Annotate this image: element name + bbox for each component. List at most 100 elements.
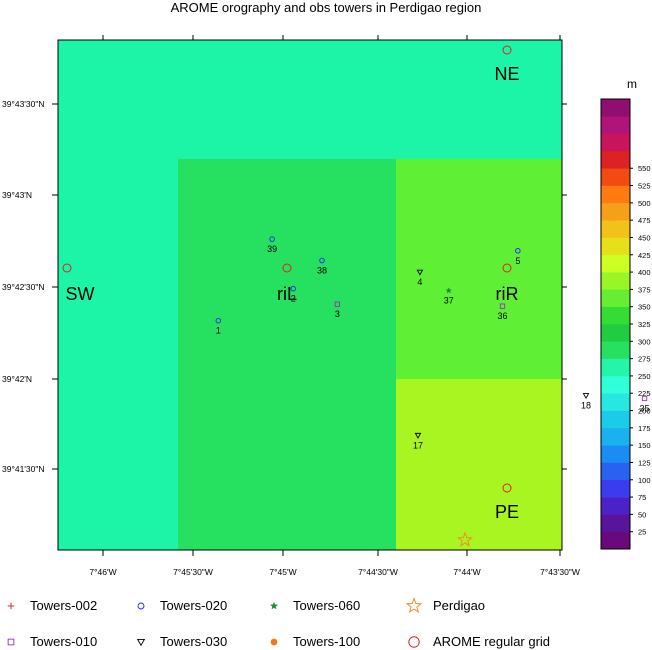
colorbar-segment — [601, 324, 630, 342]
tower-label: 39 — [267, 244, 277, 254]
grid-cell-center-left — [178, 159, 396, 379]
colorbar-segment — [601, 427, 630, 446]
legend-label: Perdigao — [433, 597, 486, 613]
tower-label: 2 — [291, 294, 296, 304]
colorbar-label: 50 — [638, 510, 646, 519]
arome-grid-point — [502, 45, 512, 55]
colorbar-label: 100 — [638, 476, 651, 485]
lat-tick-label: 39°43'30"N — [2, 99, 45, 109]
tower-marker — [445, 287, 453, 294]
lat-tick-label: 39°42'N — [2, 374, 32, 384]
colorbar-label: 25 — [638, 528, 646, 537]
colorbar-segment — [601, 341, 630, 359]
legend-label: Towers-060 — [293, 597, 361, 613]
legend-item-arome-regular-grid: AROME regular grid — [403, 633, 550, 649]
legend-item-towers-100: Towers-100 — [263, 633, 360, 649]
colorbar-label: 525 — [638, 182, 651, 191]
lat-tick-label: 39°42'30"N — [2, 282, 45, 292]
grid-cell-bottom-right — [396, 379, 562, 550]
legend-symbol-dot — [270, 638, 278, 646]
tower-label: 38 — [317, 266, 327, 276]
tower-marker — [290, 285, 296, 292]
grid-cell-center-right — [396, 159, 562, 379]
tower-marker — [319, 257, 325, 264]
region-label-pe: PE — [495, 502, 519, 522]
colorbar-segment — [601, 497, 630, 515]
legend-marker — [7, 602, 15, 610]
colorbar-segment — [601, 202, 630, 221]
legend-item-towers-030: Towers-030 — [130, 633, 227, 649]
legend-label: Towers-030 — [160, 633, 228, 649]
tower-marker — [334, 301, 341, 307]
legend-label: AROME regular grid — [433, 633, 551, 649]
legend-label: Towers-020 — [160, 597, 228, 613]
colorbar-segment — [601, 375, 630, 394]
tower-label: 17 — [413, 440, 423, 450]
legend-label: Towers-002 — [30, 597, 98, 613]
colorbar-label: 550 — [638, 164, 651, 173]
colorbar-segment — [601, 168, 630, 186]
legend-marker — [405, 597, 423, 613]
colorbar: 25 50 75 100 125 150 175 200 225 250 275 300 325 350 3… — [600, 77, 651, 550]
colorbar-label: 375 — [638, 285, 651, 294]
tower-label: 36 — [497, 311, 507, 321]
colorbar-segment — [601, 410, 630, 429]
colorbar-label: 225 — [638, 389, 651, 398]
colorbar-unit: m — [627, 77, 637, 91]
legend-symbol-square — [7, 638, 15, 646]
colorbar-label: 150 — [638, 441, 651, 450]
colorbar-segment — [601, 150, 630, 169]
colorbar-segment — [601, 358, 630, 377]
region-label-rir: riR — [496, 284, 519, 304]
lon-tick-label: 7°44'30"W — [358, 567, 398, 577]
colorbar-segment — [601, 531, 630, 550]
lon-tick-label: 7°44'W — [453, 567, 480, 577]
colorbar-segment — [601, 99, 630, 117]
colorbar-label: 425 — [638, 251, 651, 260]
lon-tick-label: 7°45'W — [269, 567, 296, 577]
colorbar-segment — [601, 220, 630, 238]
tower-marker — [641, 395, 648, 402]
map-frame — [57, 39, 563, 551]
region-label-ne: NE — [494, 64, 519, 84]
legend-marker — [269, 601, 279, 610]
colorbar-segment — [601, 462, 630, 481]
colorbar-label: 475 — [638, 216, 651, 225]
legend-marker — [7, 638, 15, 646]
legend-symbol-bigstar — [405, 597, 423, 613]
colorbar-segment — [601, 272, 630, 290]
colorbar-segment — [601, 116, 630, 134]
legend-item-towers-020: Towers-020 — [130, 597, 227, 613]
tower-marker — [582, 393, 590, 400]
legend-label: Towers-100 — [293, 633, 361, 649]
colorbar-label: 325 — [638, 320, 651, 329]
tower-label: 18 — [581, 401, 591, 411]
arome-grid-point — [282, 263, 292, 273]
map-figure: 7°46'W 7°45'30"W 7°45'W 7°44'30"W 7°44'W 7°43… — [2, 35, 651, 577]
tower-marker — [414, 432, 422, 439]
tower-label: 3 — [335, 309, 340, 319]
lon-tick-label: 7°43'30"W — [540, 567, 580, 577]
tower-marker — [515, 248, 521, 254]
colorbar-label: 275 — [638, 355, 651, 364]
legend-symbol-star — [269, 601, 279, 610]
arome-grid-point — [502, 483, 512, 493]
colorbar-segment — [601, 306, 630, 325]
colorbar-segment — [601, 185, 630, 204]
colorbar-label: 350 — [638, 303, 651, 312]
tower-label: 37 — [444, 296, 454, 306]
lon-tick-label: 7°46'W — [89, 567, 116, 577]
colorbar-label: 300 — [638, 337, 651, 346]
legend-symbol-ring — [408, 636, 420, 648]
tower-marker — [215, 317, 222, 324]
lon-tick-label: 7°45'30"W — [173, 567, 213, 577]
colorbar-segment — [601, 514, 630, 532]
legend-item-perdigao: Perdigao — [403, 597, 485, 613]
region-label-ril: riL — [277, 284, 297, 304]
colorbar-label: 200 — [638, 407, 651, 416]
arome-grid-point — [502, 263, 512, 273]
grid-cell-bottom-left — [178, 379, 396, 550]
tower-label: 4 — [417, 277, 422, 287]
lat-tick-label: 39°43'N — [2, 190, 32, 200]
colorbar-segment — [601, 237, 630, 256]
